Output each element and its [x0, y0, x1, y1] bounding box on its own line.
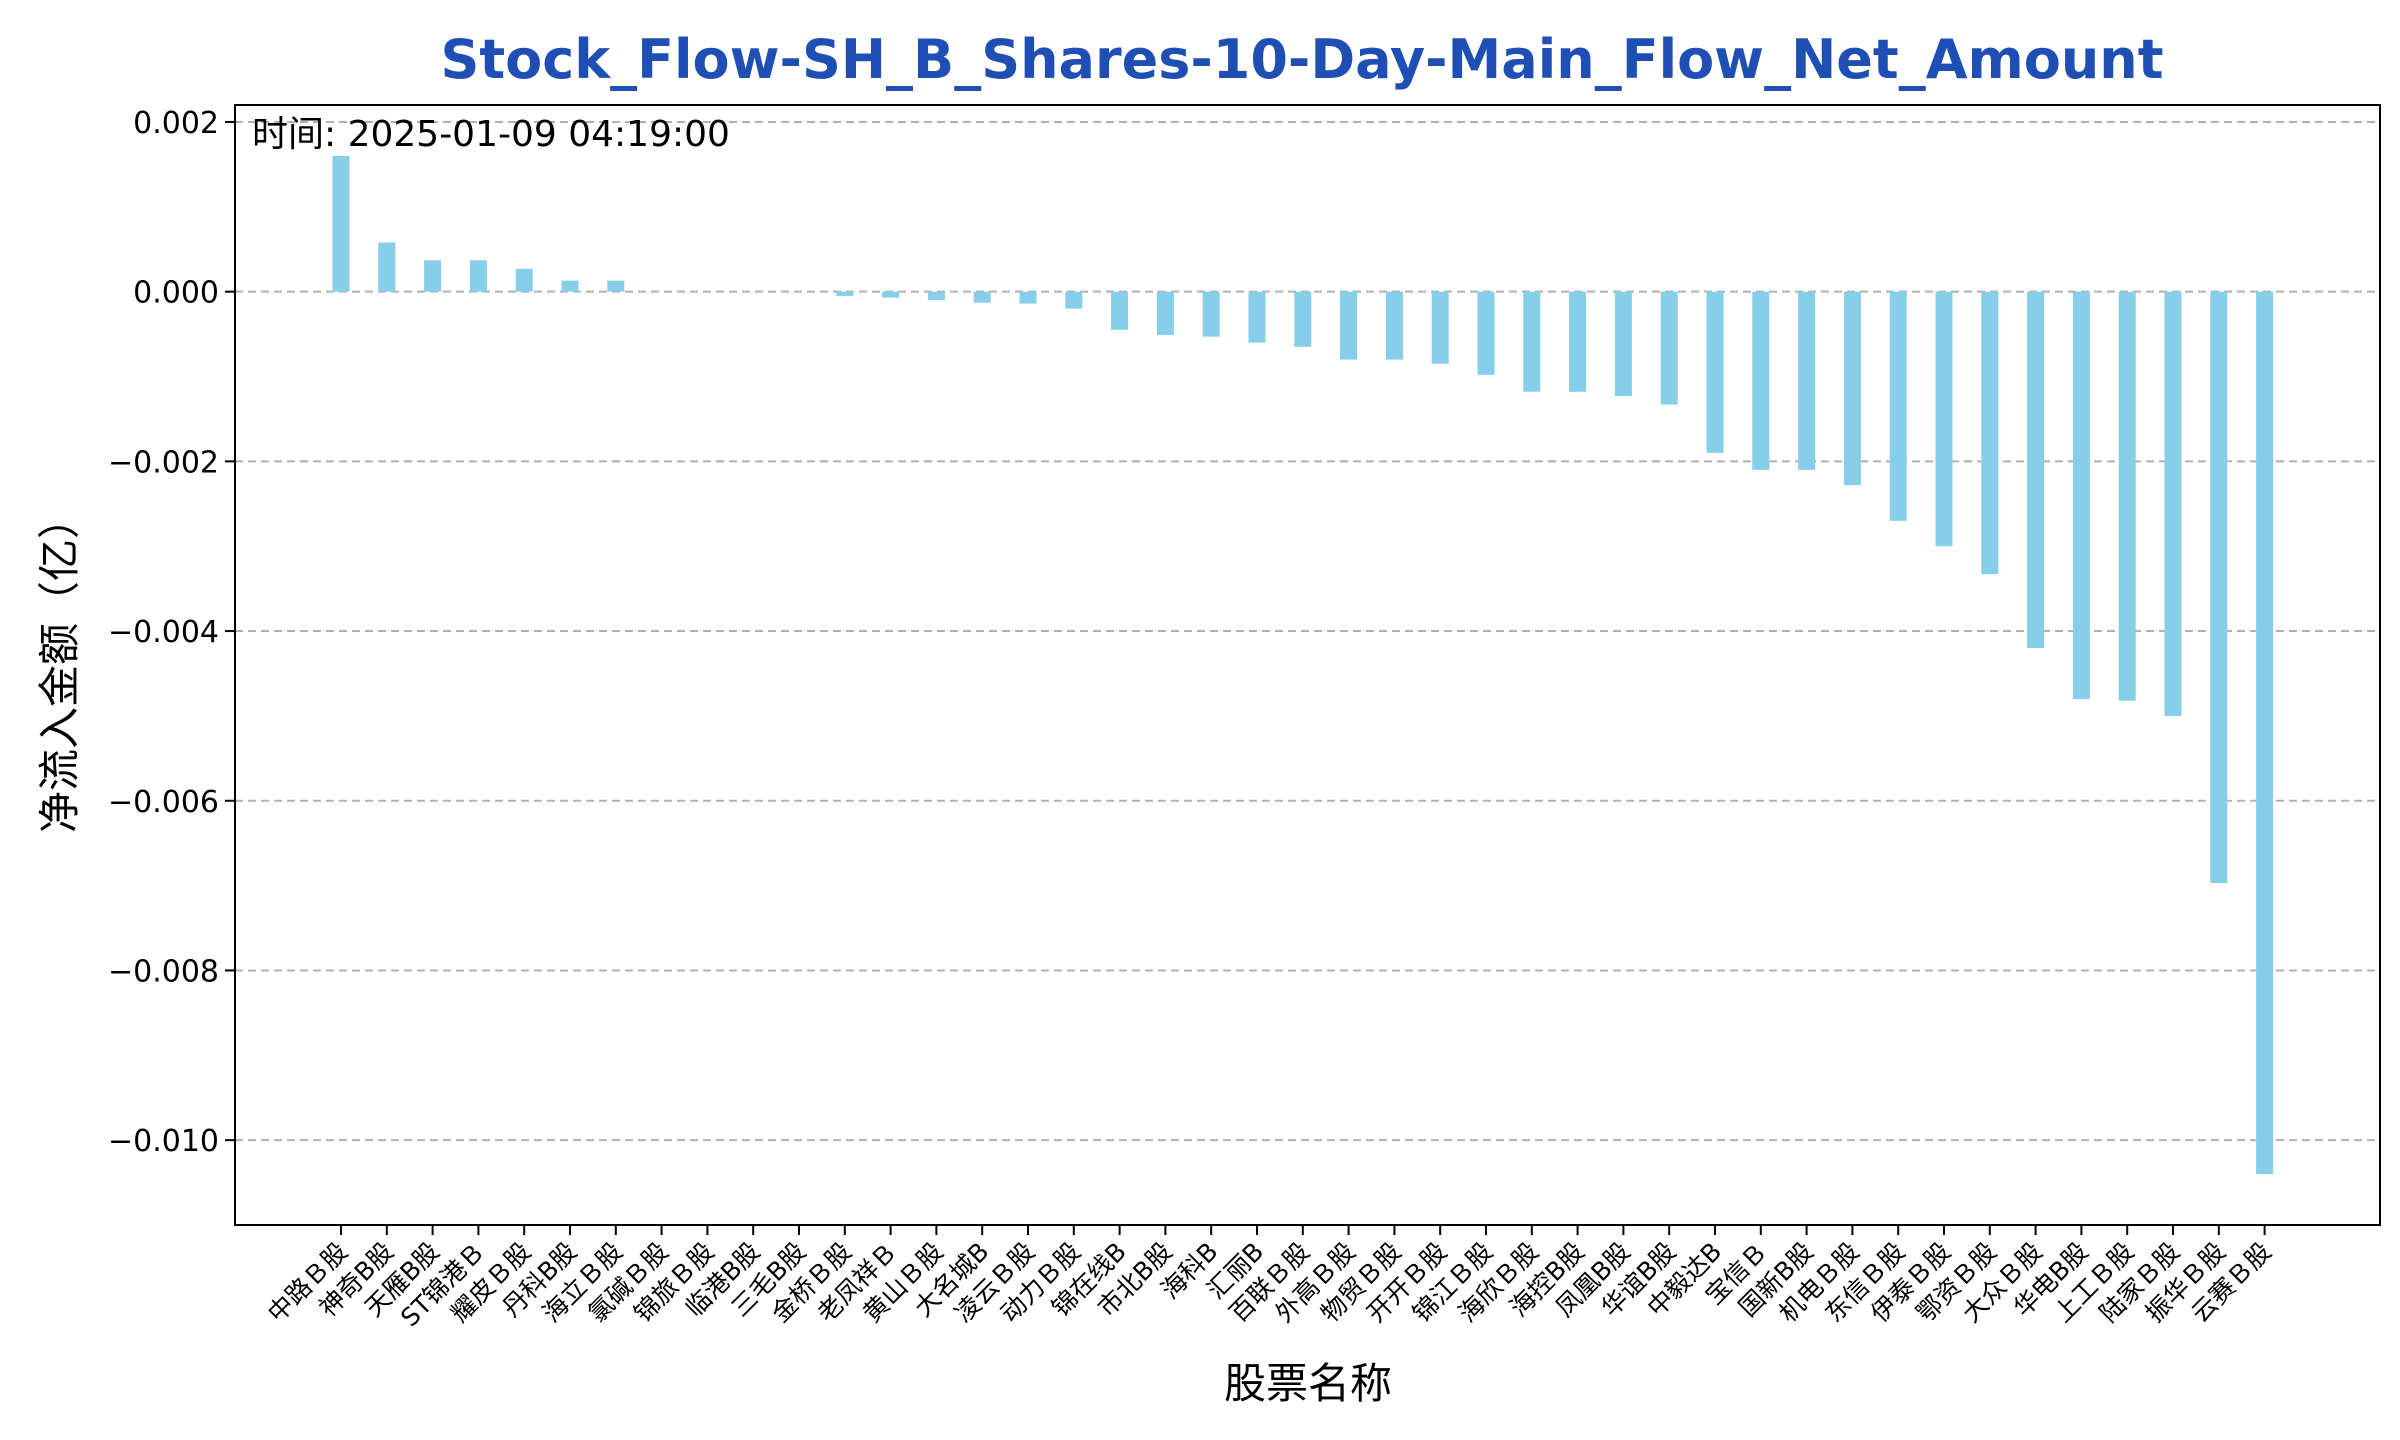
- bar: [882, 291, 900, 298]
- bar: [836, 291, 854, 296]
- bar: [1935, 291, 1953, 547]
- bar: [1019, 291, 1037, 304]
- bar: [1798, 291, 1816, 470]
- bar: [2027, 291, 2045, 649]
- y-axis: 0.002 0.000 −0.002 −0.004 −0.006 −0.008 −0.010: [108, 106, 235, 1159]
- grid-lines: [235, 120, 2380, 1142]
- y-axis-label: 净流入金额（亿）: [35, 497, 84, 833]
- bar: [1248, 291, 1266, 343]
- bar: [378, 242, 396, 292]
- y-tick-label: 0.000: [133, 276, 219, 311]
- bar: [2072, 291, 2090, 699]
- bars: [332, 155, 2274, 1175]
- bar: [1340, 291, 1358, 360]
- bar: [1706, 291, 1724, 453]
- bar: [332, 155, 350, 292]
- x-axis-label: 股票名称: [1224, 1359, 1392, 1408]
- y-tick-label: −0.008: [108, 954, 219, 989]
- bar: [2164, 291, 2182, 716]
- plot-frame: [234, 104, 2381, 1226]
- bar: [1523, 291, 1541, 392]
- bar: [2256, 291, 2274, 1175]
- bar: [424, 260, 442, 292]
- bar: [515, 268, 533, 292]
- bar: [1660, 291, 1678, 405]
- bar: [561, 280, 579, 292]
- bar: [927, 291, 945, 301]
- y-tick-label: 0.002: [133, 106, 219, 141]
- y-tick-label: −0.004: [108, 615, 219, 650]
- timestamp-annotation: 时间: 2025-01-09 04:19:00: [252, 114, 730, 155]
- bar: [1477, 291, 1495, 375]
- bar: [1065, 291, 1083, 309]
- bar: [973, 291, 991, 303]
- chart-title: Stock_Flow-SH_B_Shares-10-Day-Main_Flow_…: [440, 28, 2163, 91]
- bar: [1431, 291, 1449, 364]
- y-tick-label: −0.006: [108, 785, 219, 820]
- bar: [2118, 291, 2136, 701]
- bar: [1843, 291, 1861, 486]
- bar: [1294, 291, 1312, 347]
- bar: [1752, 291, 1770, 470]
- bar: [469, 260, 487, 292]
- bar: [2210, 291, 2228, 884]
- y-tick-label: −0.002: [108, 445, 219, 480]
- y-tick-label: −0.010: [108, 1124, 219, 1159]
- bar: [1156, 291, 1174, 335]
- bar: [1569, 291, 1587, 392]
- bar: [1385, 291, 1403, 360]
- x-axis: 中路Ｂ股神奇B股天雁B股ST锦港Ｂ耀皮Ｂ股丹科B股海立Ｂ股氯碱Ｂ股锦旅Ｂ股临港B…: [262, 1225, 2277, 1332]
- bar: [1202, 291, 1220, 337]
- bar: [1111, 291, 1129, 330]
- bar: [1614, 291, 1632, 397]
- bar: [1889, 291, 1907, 521]
- bar: [607, 280, 625, 292]
- bar: [1981, 291, 1999, 575]
